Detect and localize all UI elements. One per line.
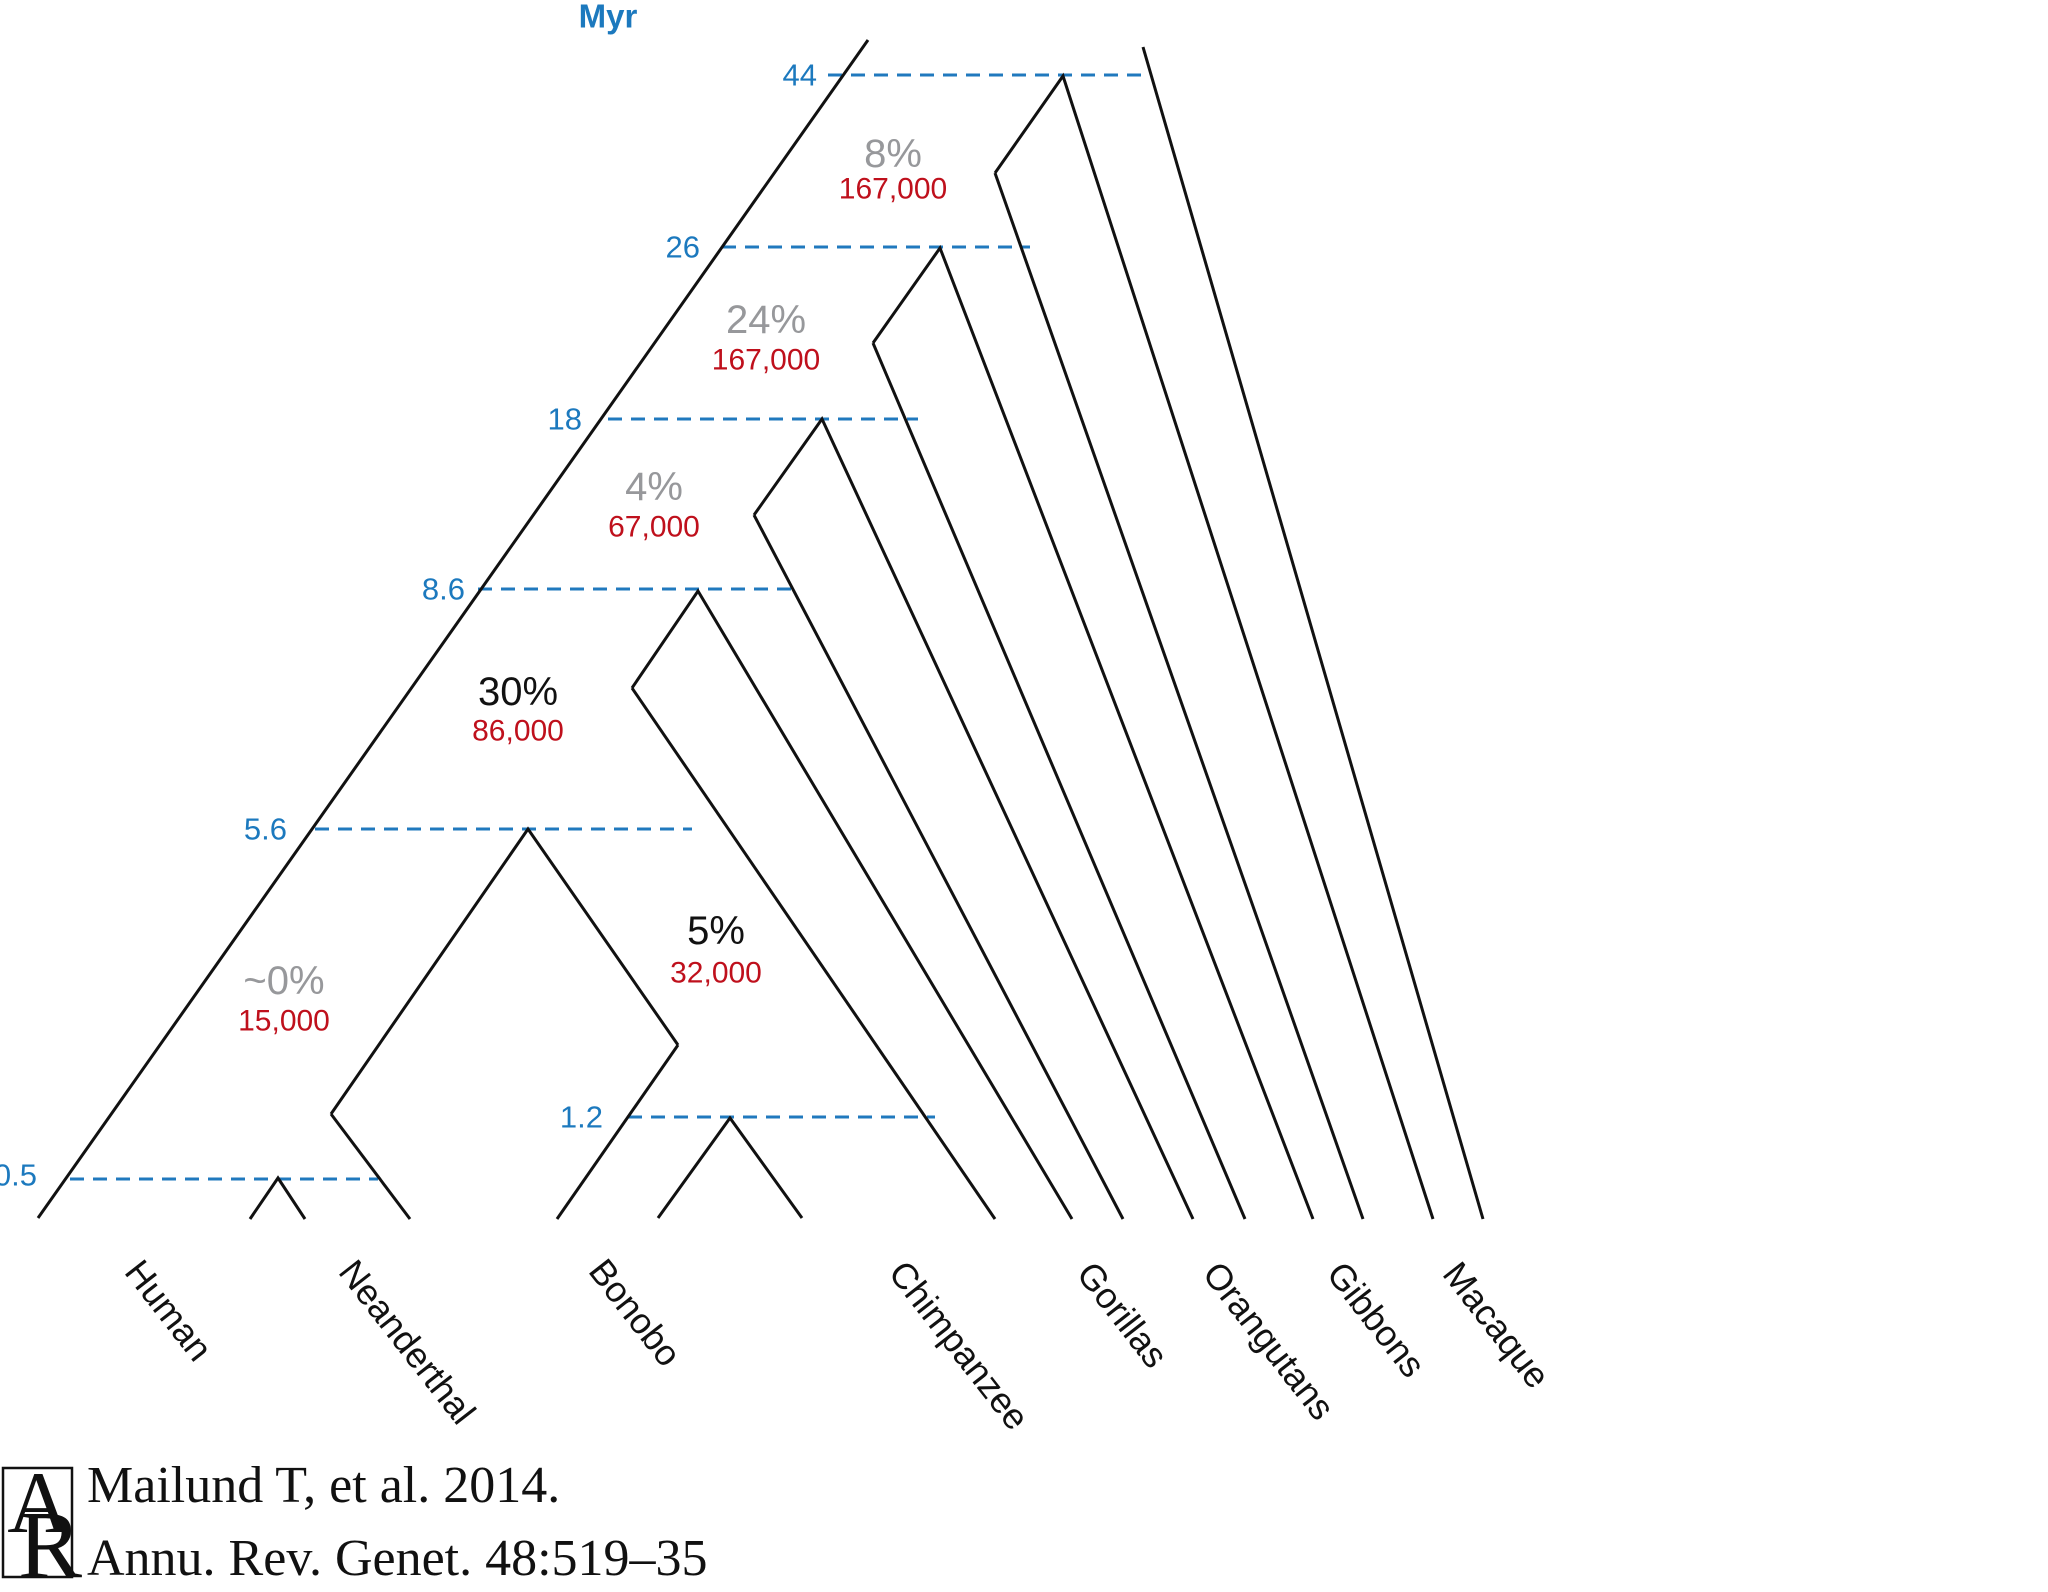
- annotation-population-67k: 67,000: [608, 511, 700, 544]
- tick-label-8.6: 8.6: [422, 572, 465, 607]
- chimpanzee-right-edge: [630, 687, 997, 1220]
- bonobo-chimp-node-1.2myr: [656, 1115, 804, 1219]
- logo-letter-a: A: [7, 1455, 71, 1552]
- annotation-population-167k-mid: 167,000: [712, 344, 820, 377]
- neanderthal-right-edge: [329, 1113, 412, 1220]
- species-label-bonobo: Bonobo: [581, 1251, 690, 1374]
- citation-line-1: Mailund T, et al. 2014.: [87, 1457, 560, 1514]
- bonobo-left-edge: [555, 1044, 680, 1220]
- species-label-chimpanzee: Chimpanzee: [881, 1253, 1038, 1438]
- annotation-percent-0: ~0%: [243, 959, 324, 1003]
- species-label-gibbons: Gibbons: [1319, 1254, 1434, 1385]
- annotation-percent-5: 5%: [687, 909, 745, 953]
- annotation-percent-4: 4%: [625, 465, 683, 509]
- species-label-neanderthal: Neanderthal: [331, 1252, 484, 1432]
- species-label-gorillas: Gorillas: [1069, 1254, 1176, 1375]
- orangutans-node-18myr: [752, 416, 1195, 1220]
- citation-line-2: Annu. Rev. Genet. 48:519–35: [87, 1530, 708, 1587]
- gorillas-right-edge: [752, 514, 1125, 1220]
- human-neanderthal-node-0.5myr: [248, 1175, 307, 1220]
- gibbons-node-26myr: [871, 244, 1315, 1220]
- gibbons-right-edge: [993, 172, 1365, 1220]
- annotation-percent-24: 24%: [726, 298, 806, 342]
- species-label-macaque: Macaque: [1435, 1254, 1558, 1396]
- logo-letter-r: R: [18, 1491, 82, 1592]
- annotation-population-86k: 86,000: [472, 715, 564, 748]
- tick-label-26: 26: [666, 230, 700, 265]
- gorillas-node-8.6myr: [630, 588, 1074, 1220]
- time-axis-unit-label: Myr: [579, 0, 638, 35]
- tick-label-0.5: 0.5: [0, 1158, 37, 1193]
- annotation-percent-8: 8%: [864, 132, 922, 176]
- outline-left-edge: [36, 39, 870, 1219]
- tick-label-18: 18: [548, 402, 582, 437]
- annual-reviews-logo: A R: [1, 1455, 82, 1592]
- species-label-human: Human: [117, 1252, 221, 1369]
- annotation-population-167k-top: 167,000: [839, 173, 947, 206]
- annotation-percent-30: 30%: [478, 670, 558, 714]
- root-node-44myr: [993, 72, 1435, 1220]
- annotation-population-15k: 15,000: [238, 1005, 330, 1038]
- orangutans-right-edge: [871, 342, 1247, 1220]
- tick-label-44: 44: [783, 58, 817, 93]
- tick-label-1.2: 1.2: [560, 1100, 603, 1135]
- homo-pan-node-5.6myr: [329, 826, 680, 1115]
- annotation-population-32k: 32,000: [670, 957, 762, 990]
- macaque-right-edge: [1141, 46, 1485, 1220]
- tick-label-5.6: 5.6: [244, 812, 287, 847]
- logo-box: [1, 1466, 74, 1579]
